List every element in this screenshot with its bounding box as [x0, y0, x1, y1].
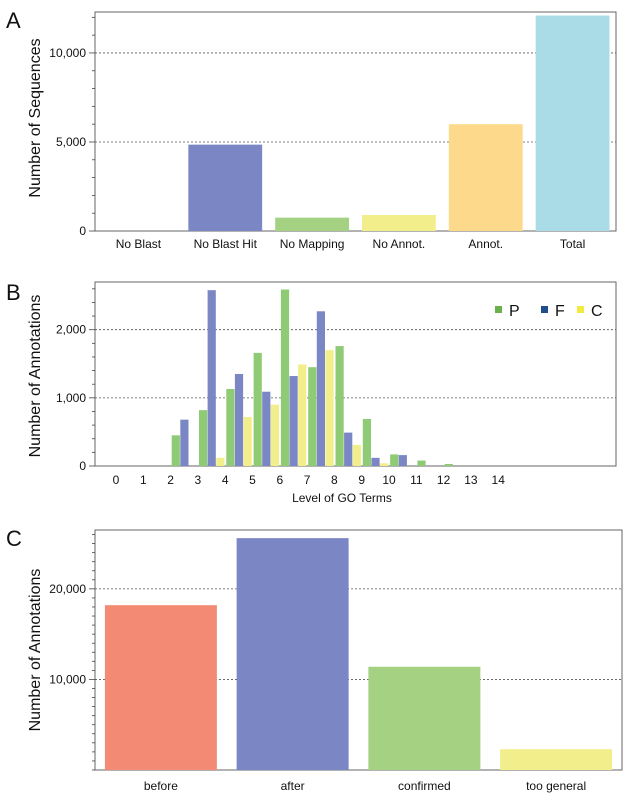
panel-b-bar-P — [444, 463, 453, 466]
panel-c-plot-frame — [94, 529, 623, 771]
panel-a-bar — [362, 214, 436, 231]
panel-a-plot-frame — [94, 11, 617, 232]
panel-b-bar-C — [270, 404, 279, 466]
panel-a-xtick-label: No Blast Hit — [194, 237, 258, 251]
panel-a-bar — [535, 15, 610, 232]
panel-b-xtick-label: 5 — [249, 473, 256, 487]
panel-b-bar-F — [289, 376, 298, 466]
panel-b-xtick-label: 12 — [437, 473, 451, 487]
panel-b-xtick-label: 9 — [358, 473, 365, 487]
panel-b-xtick-label: 2 — [167, 473, 174, 487]
panel-b-letter: B — [6, 280, 21, 305]
panel-b-bar-P — [335, 346, 344, 466]
panel-c-bar — [236, 538, 349, 770]
panel-c-chart: 10,000 20,000 before after confirmed too gene… — [49, 529, 623, 793]
panel-b-ylabel: Number of Annotations — [27, 295, 44, 458]
panel-c-xtick-label: after — [281, 779, 305, 793]
panel-a-ytick-label: 5,000 — [56, 135, 86, 149]
panel-b-bar-P — [308, 367, 317, 466]
panel-b-legend-swatch-C — [577, 306, 584, 313]
panel-a-ytick-label: 10,000 — [49, 46, 86, 60]
panel-b-xtick-label: 7 — [304, 473, 311, 487]
panel-b-xlabel: Level of GO Terms — [292, 491, 392, 505]
panel-c-xtick-label: before — [144, 779, 178, 793]
panel-b-bar-C — [380, 463, 389, 466]
panel-a-ytick-label: 0 — [79, 224, 86, 238]
panel-a-ylabel: Number of Sequences — [27, 38, 44, 197]
panel-b-bar-P — [226, 388, 235, 466]
panel-b-bar-P — [253, 352, 262, 466]
panel-b-bar-C — [216, 457, 225, 466]
panel-b-bar-P — [171, 435, 180, 466]
panel-b-bar-C — [325, 350, 334, 466]
panel-b-ytick-label: 0 — [79, 459, 86, 473]
panel-b-xtick-label: 11 — [410, 473, 423, 487]
panel-c-ytick-label: 20,000 — [49, 582, 86, 596]
panel-b-bar-F — [398, 455, 407, 466]
panel-b-xtick-label: 3 — [195, 473, 202, 487]
panel-b-bar-F — [262, 391, 271, 466]
panel-a-letter: A — [6, 8, 21, 33]
panel-b-bar-C — [298, 364, 307, 466]
panel-c-bar — [500, 749, 613, 770]
panel-b-bar-F — [207, 290, 216, 466]
panel-c-bar — [368, 666, 481, 770]
panel-b-legend-label-C: C — [591, 303, 603, 320]
panel-a-chart: 0 5,000 10,000 No Blast No Blast Hit No Mappi… — [49, 11, 617, 251]
panel-a-xtick-label: No Blast — [116, 237, 162, 251]
panel-a-xtick-label: No Annot. — [373, 237, 426, 251]
panel-b-xtick-label: 0 — [113, 473, 120, 487]
panel-b-bar-C — [352, 444, 361, 466]
panel-b-xtick-label: 10 — [382, 473, 396, 487]
panel-b-legend-label-F: F — [555, 303, 565, 320]
panel-a-bar — [448, 124, 523, 231]
panel-b-bar-C — [243, 416, 252, 466]
panel-b-bar-F — [180, 419, 189, 466]
panel-b-xtick-label: 14 — [492, 473, 506, 487]
panel-b-bar-P — [417, 460, 426, 466]
panel-b-xtick-label: 4 — [222, 473, 229, 487]
panel-b-bar-F — [234, 374, 244, 466]
panel-b-xtick-label: 6 — [276, 473, 283, 487]
panel-b-xtick-label: 13 — [464, 473, 478, 487]
panel-b-bar-P — [199, 410, 208, 466]
panel-a-xtick-label: No Mapping — [280, 237, 345, 251]
panel-a-xtick-label: Annot. — [468, 237, 503, 251]
panel-b-ytick-label: 1,000 — [56, 391, 86, 405]
panel-c-xtick-label: confirmed — [398, 779, 451, 793]
panel-a-bar — [188, 144, 263, 231]
panel-b-bar-F — [316, 311, 325, 466]
panel-b-bar-P — [390, 454, 399, 466]
panel-c-bar — [104, 605, 217, 770]
panel-c-ylabel: Number of Annotations — [27, 569, 44, 732]
panel-b-bar-P — [362, 418, 371, 466]
panel-b-bar-F — [371, 457, 380, 466]
panel-a-xtick-label: Total — [560, 237, 585, 251]
panel-c-ytick-label: 10,000 — [49, 672, 86, 686]
panel-b-xtick-label: 1 — [140, 473, 147, 487]
panel-b-bar-P — [280, 289, 290, 466]
panel-b-legend-label-P: P — [509, 303, 520, 320]
panel-a-bar — [275, 217, 349, 231]
panel-c-xtick-label: too general — [526, 779, 586, 793]
panel-c-letter: C — [6, 526, 22, 551]
panel-b-legend-swatch-P — [495, 306, 502, 313]
panel-b-xtick-label: 8 — [331, 473, 338, 487]
panel-b-legend-swatch-F — [541, 306, 548, 313]
panel-b-bar-F — [344, 432, 353, 466]
panel-b-ytick-label: 2,000 — [56, 323, 86, 337]
